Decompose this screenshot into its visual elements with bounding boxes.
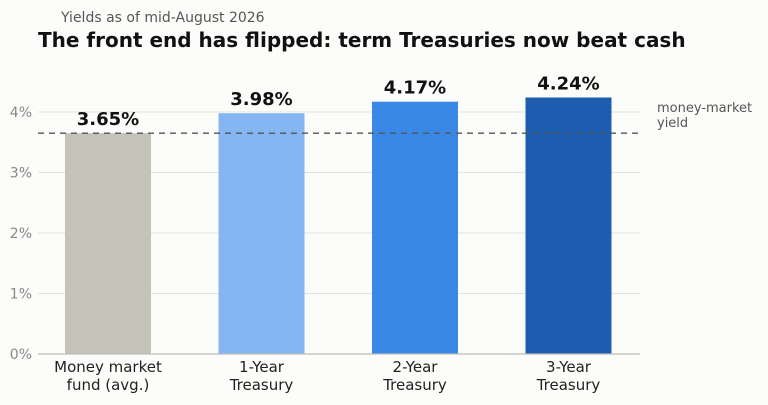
x-tick-label: Money market — [54, 358, 162, 376]
x-tick-label: Treasury — [536, 376, 601, 394]
x-tick-label: 2-Year — [393, 358, 439, 376]
bar — [372, 101, 458, 354]
data-label: 3.65% — [77, 109, 139, 130]
x-tick-label: 3-Year — [546, 358, 592, 376]
y-tick-label: 4% — [10, 105, 32, 121]
y-tick-label: 1% — [10, 287, 32, 303]
x-tick-label: Treasury — [382, 376, 447, 394]
y-tick-label: 3% — [10, 166, 32, 182]
chart-subtitle: Yields as of mid-August 2026 — [60, 10, 265, 26]
x-tick-label: Treasury — [229, 376, 294, 394]
bar — [525, 97, 612, 354]
data-labels: 3.65% 3.98% 4.17% 4.24% — [77, 73, 600, 130]
reference-line-label: money-market — [657, 101, 752, 116]
x-tick-label: fund (avg.) — [67, 376, 150, 394]
bar — [218, 113, 305, 355]
bar — [65, 133, 151, 354]
y-tick-label: 2% — [10, 226, 32, 242]
data-label: 4.17% — [384, 78, 446, 99]
y-tick-label: 0% — [10, 347, 32, 363]
data-label: 3.98% — [230, 89, 292, 110]
reference-line-label: yield — [657, 116, 688, 131]
bars — [65, 97, 612, 355]
x-tick-label: 1-Year — [239, 358, 285, 376]
chart-title: The front end has flipped: term Treasuri… — [38, 28, 686, 52]
data-label: 4.24% — [537, 73, 599, 94]
